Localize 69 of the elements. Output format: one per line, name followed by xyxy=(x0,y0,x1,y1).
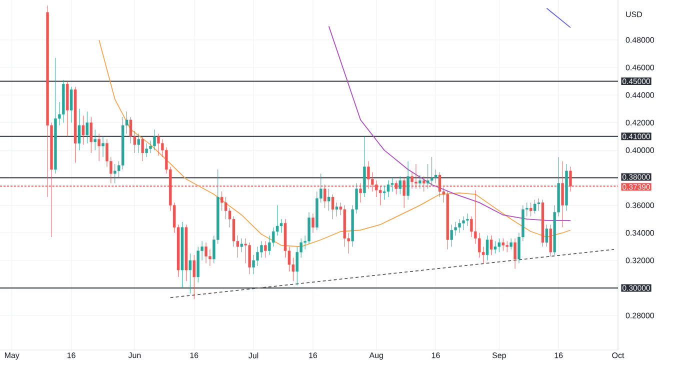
candlestick xyxy=(545,224,548,247)
candlestick xyxy=(204,242,208,264)
candlestick xyxy=(220,191,224,212)
candlestick xyxy=(78,108,81,150)
candlestick xyxy=(470,216,473,238)
candlestick xyxy=(382,186,386,200)
candlestick xyxy=(510,238,512,250)
candlestick xyxy=(335,202,338,217)
candlestick xyxy=(498,238,501,252)
candlestick xyxy=(398,176,402,195)
candlestick xyxy=(312,213,314,234)
candlestick xyxy=(390,178,394,192)
candlestick xyxy=(450,224,453,247)
candlestick xyxy=(264,240,267,258)
candlestick xyxy=(537,198,540,212)
candlestick xyxy=(466,213,469,226)
candlestick xyxy=(98,133,100,162)
candlestick xyxy=(454,222,457,236)
candlestick xyxy=(114,164,116,184)
candlestick xyxy=(549,224,552,257)
candlestick xyxy=(129,116,132,144)
candlestick xyxy=(94,129,96,150)
candlestick xyxy=(490,235,493,256)
candlestick xyxy=(268,235,271,256)
candlestick xyxy=(137,133,140,154)
candlestick xyxy=(506,240,508,252)
candlestick xyxy=(434,169,438,184)
candlestick xyxy=(426,164,430,190)
candlestick xyxy=(248,242,251,274)
candlestick xyxy=(494,240,497,254)
candlestick xyxy=(188,253,192,294)
candlestick xyxy=(533,200,536,214)
candlestick xyxy=(141,136,144,162)
candlestick xyxy=(252,254,255,274)
candlestick xyxy=(430,156,434,186)
candlestick xyxy=(386,180,390,198)
candlestick xyxy=(86,111,89,144)
candlestick xyxy=(153,129,156,150)
candlestick xyxy=(82,115,85,145)
candlestick xyxy=(486,235,489,261)
candlestick xyxy=(145,143,148,158)
line-series xyxy=(328,26,571,221)
candlestick xyxy=(240,238,244,252)
candlestick xyxy=(224,196,228,220)
candlestick xyxy=(406,160,410,200)
candlestick xyxy=(418,174,422,190)
candlestick xyxy=(192,254,196,300)
candlestick xyxy=(478,232,481,258)
candlestick xyxy=(458,218,461,234)
candlestick xyxy=(260,240,263,258)
candlestick xyxy=(462,216,465,230)
candlestick xyxy=(561,160,564,228)
candlestick xyxy=(502,238,504,252)
candlestick xyxy=(331,194,334,220)
candlestick xyxy=(157,133,160,156)
candlestick xyxy=(208,249,212,266)
candlestick xyxy=(244,238,247,264)
candlestick xyxy=(308,212,310,244)
candlestick xyxy=(102,136,104,158)
candlestick xyxy=(90,116,92,154)
candlestick xyxy=(327,188,330,212)
candlestick xyxy=(514,238,516,269)
candlestick xyxy=(272,227,275,247)
candlestick xyxy=(256,246,259,266)
candlestick xyxy=(280,218,283,234)
candlestick xyxy=(529,202,532,217)
candlestick xyxy=(296,246,298,286)
candlestick xyxy=(149,140,152,154)
candlestick xyxy=(70,86,73,123)
